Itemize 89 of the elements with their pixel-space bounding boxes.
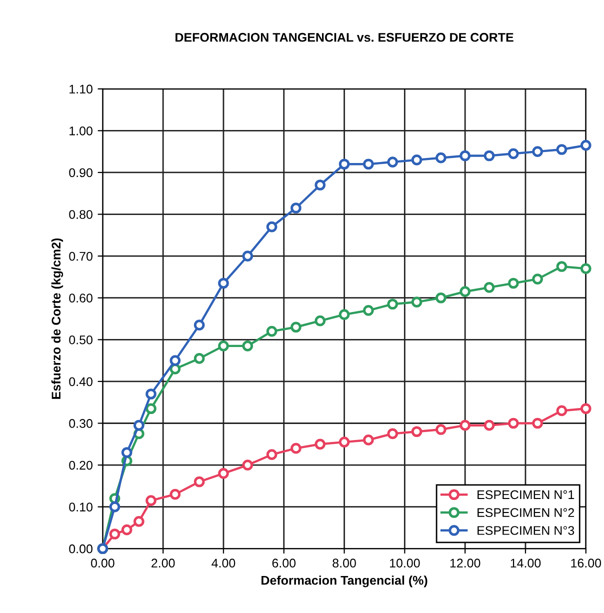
point [460, 150, 470, 162]
point [146, 403, 156, 414]
point [242, 340, 254, 352]
point [580, 263, 592, 274]
point [314, 315, 326, 326]
y-tick-label: 0.60 [69, 294, 92, 303]
x-tick-label: 6.00 [272, 558, 296, 568]
x-tick-label: 0.00 [91, 558, 114, 568]
point [363, 158, 374, 170]
point [266, 449, 278, 460]
point [580, 403, 592, 414]
point [194, 353, 205, 364]
point [411, 154, 422, 166]
point [170, 355, 181, 366]
point [436, 424, 446, 435]
point [556, 405, 568, 416]
point [484, 150, 495, 162]
x-tick-label: 16.00 [571, 558, 602, 568]
point [338, 158, 350, 170]
chart-title: DEFORMACION TANGENCIAL vs. ESFUERZO DE CORTE [176, 32, 514, 42]
point [146, 388, 156, 400]
y-tick-label: 0.00 [69, 544, 92, 554]
point [532, 146, 543, 157]
point [387, 156, 398, 168]
y-tick-label: 0.10 [69, 502, 92, 512]
point [290, 442, 302, 454]
point [363, 304, 374, 316]
point [314, 180, 326, 190]
point [109, 528, 120, 540]
point [363, 434, 374, 446]
point [411, 296, 422, 308]
x-tick-label: 10.00 [390, 558, 420, 568]
point [508, 278, 519, 289]
point [218, 340, 229, 352]
point [556, 261, 568, 272]
point [580, 140, 592, 151]
y-tick-label: 0.80 [69, 210, 92, 219]
x-tick-label: 2.00 [152, 558, 175, 568]
point [121, 447, 132, 458]
x-tick-label: 8.00 [332, 558, 356, 568]
point [338, 436, 350, 448]
y-tick-label: 0.90 [69, 168, 92, 178]
x-tick-label: 14.00 [510, 558, 541, 568]
point [314, 438, 326, 450]
point [387, 428, 398, 440]
point [460, 420, 470, 431]
point [242, 250, 254, 262]
x-tick-label: 4.00 [212, 558, 236, 568]
point [460, 286, 470, 298]
y-tick-label: 0.30 [69, 419, 92, 428]
point [134, 516, 144, 527]
point [387, 298, 398, 310]
y-tick-label: 0.20 [69, 460, 92, 470]
point [436, 152, 446, 164]
point [532, 418, 543, 429]
point [218, 468, 229, 479]
point [436, 292, 446, 304]
point [508, 418, 519, 429]
point [532, 274, 543, 284]
point [266, 221, 278, 232]
y-tick-label: 1.00 [70, 126, 92, 136]
point [411, 426, 422, 438]
legend-label: ESPECIMEN N°1 [478, 490, 574, 500]
point [218, 278, 229, 289]
point [146, 495, 156, 506]
point [338, 309, 350, 320]
x-axis-title: Deformacion Tangencial (%) [262, 576, 428, 588]
y-tick-label: 0.70 [69, 252, 92, 261]
point [484, 282, 495, 293]
point [242, 460, 254, 470]
point [109, 501, 120, 512]
x-tick-label: 12.00 [450, 558, 480, 568]
y-tick-label: 0.40 [69, 377, 92, 386]
y-axis-title: Esfuerzo de Corte (kg/cm2) [51, 238, 64, 399]
point [194, 476, 205, 488]
y-tick-label: 0.50 [69, 335, 92, 344]
y-tick-label: 1.10 [70, 84, 92, 94]
point [266, 326, 278, 337]
point [556, 144, 568, 155]
point [194, 320, 205, 330]
point [290, 322, 302, 333]
point [508, 148, 519, 160]
point [121, 524, 132, 536]
legend-label: ESPECIMEN N°2 [478, 508, 574, 518]
point [290, 202, 302, 214]
point [134, 420, 144, 431]
legend-label: ESPECIMEN N°3 [478, 526, 574, 535]
point [170, 488, 181, 500]
point [484, 420, 495, 431]
